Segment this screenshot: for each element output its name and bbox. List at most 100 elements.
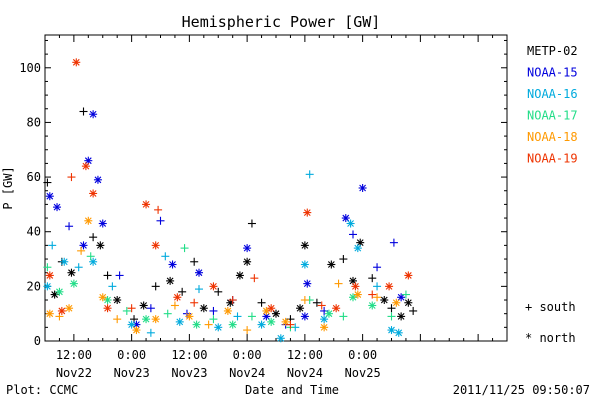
data-point-metp-02 [243,257,252,266]
legend: METP-02 NOAA-15 NOAA-16 NOAA-17 NOAA-18 NOAA-… [527,44,578,166]
data-point-noaa-16 [48,241,57,250]
data-point-metp-02 [166,276,175,285]
chart-title: Hemispheric Power [GW] [182,13,381,31]
data-point-noaa-16 [108,282,117,291]
data-point-noaa-15 [89,110,98,119]
marker-key-south: + south [525,300,576,314]
data-point-noaa-16 [257,320,266,329]
data-point-noaa-15 [341,214,350,223]
data-point-noaa-17 [209,315,218,324]
legend-entry-noaa-15: NOAA-15 [527,66,578,80]
data-point-noaa-16 [146,328,155,337]
data-point-noaa-16 [127,320,136,329]
plot-frame [44,34,508,342]
data-point-metp-02 [96,241,105,250]
x-tick-label-date: Nov23 [114,366,150,380]
data-point-noaa-15 [389,238,398,247]
data-point-noaa-17 [122,306,131,315]
legend-entry-metp-02: METP-02 [527,44,578,58]
data-point-noaa-19 [404,271,413,280]
data-point-noaa-19 [173,293,182,302]
data-point-noaa-19 [72,58,81,67]
data-point-metp-02 [300,241,309,250]
x-tick-label-time: 0:00 [348,348,377,362]
y-tick-label: 0 [34,334,41,348]
data-point-metp-02 [368,274,377,283]
data-point-metp-02 [199,304,208,313]
data-point-noaa-18 [243,326,252,335]
y-tick-label: 20 [27,279,41,293]
data-point-metp-02 [190,257,199,266]
x-tick-label-time: 12:00 [56,348,92,362]
marker-key: + south * north [525,300,576,345]
data-point-noaa-17 [163,309,172,318]
x-tick-label-time: 0:00 [117,348,146,362]
data-point-noaa-17 [228,320,237,329]
data-point-noaa-19 [127,304,136,313]
data-point-metp-02 [404,298,413,307]
legend-entry-noaa-17: NOAA-17 [527,109,578,123]
data-point-noaa-15 [358,184,367,192]
x-tick-label-date: Nov23 [171,366,207,380]
data-point-noaa-18 [98,293,107,302]
data-point-noaa-17 [368,301,377,310]
data-point-noaa-16 [394,328,403,337]
data-point-noaa-15 [397,293,406,302]
data-points [43,58,418,343]
data-point-metp-02 [387,304,396,313]
data-point-noaa-16 [175,317,184,326]
data-point-noaa-17 [267,317,276,326]
data-point-metp-02 [113,296,122,305]
data-point-noaa-18 [281,317,290,326]
data-point-noaa-15 [209,306,218,315]
data-point-noaa-18 [300,296,309,305]
data-point-noaa-19 [209,282,218,291]
data-point-noaa-19 [303,208,312,217]
data-point-metp-02 [296,304,305,313]
data-point-noaa-19 [351,282,360,291]
x-tick-label-date: Nov24 [229,366,265,380]
x-tick-label-time: 0:00 [233,348,262,362]
data-point-noaa-19 [67,173,76,182]
data-point-noaa-18 [77,246,86,255]
data-point-metp-02 [409,306,418,315]
y-tick-label: 60 [27,170,41,184]
data-point-noaa-15 [115,271,124,280]
data-point-noaa-16 [353,244,362,253]
x-tick-label-date: Nov25 [345,366,381,380]
data-point-noaa-18 [151,315,160,324]
data-point-noaa-17 [43,263,52,272]
data-point-noaa-18 [113,315,122,324]
data-point-metp-02 [257,298,266,307]
y-tick-label: 100 [19,61,41,75]
x-tick-label-date: Nov22 [56,366,92,380]
data-point-noaa-16 [214,323,223,332]
data-point-noaa-19 [57,306,66,315]
data-point-noaa-19 [332,304,341,313]
footer-plot-credit: Plot: CCMC [6,383,78,397]
data-point-noaa-19 [228,296,237,305]
data-point-noaa-15 [93,175,102,184]
data-point-metp-02 [43,178,52,187]
data-point-noaa-15 [195,268,203,277]
data-point-noaa-18 [204,320,213,329]
data-point-noaa-16 [233,312,242,321]
data-point-noaa-19 [286,320,295,329]
y-axis-label: P [GW] [1,166,15,209]
x-tick-label-time: 12:00 [287,348,323,362]
data-point-noaa-18 [65,304,74,313]
data-point-metp-02 [151,282,160,291]
x-axis-label: Date and Time [245,383,339,397]
y-axis: 0 20 40 60 80 100 [19,39,507,348]
data-point-noaa-15 [146,304,155,313]
data-point-noaa-15 [303,279,312,288]
data-point-noaa-17 [192,320,201,329]
data-point-noaa-15 [98,219,107,228]
data-point-noaa-19 [250,274,259,283]
data-point-metp-02 [214,287,223,296]
data-point-metp-02 [139,301,148,310]
legend-entry-noaa-19: NOAA-19 [527,152,578,166]
data-point-noaa-18 [334,279,343,288]
data-point-noaa-18 [262,306,271,315]
data-point-noaa-19 [368,290,377,299]
